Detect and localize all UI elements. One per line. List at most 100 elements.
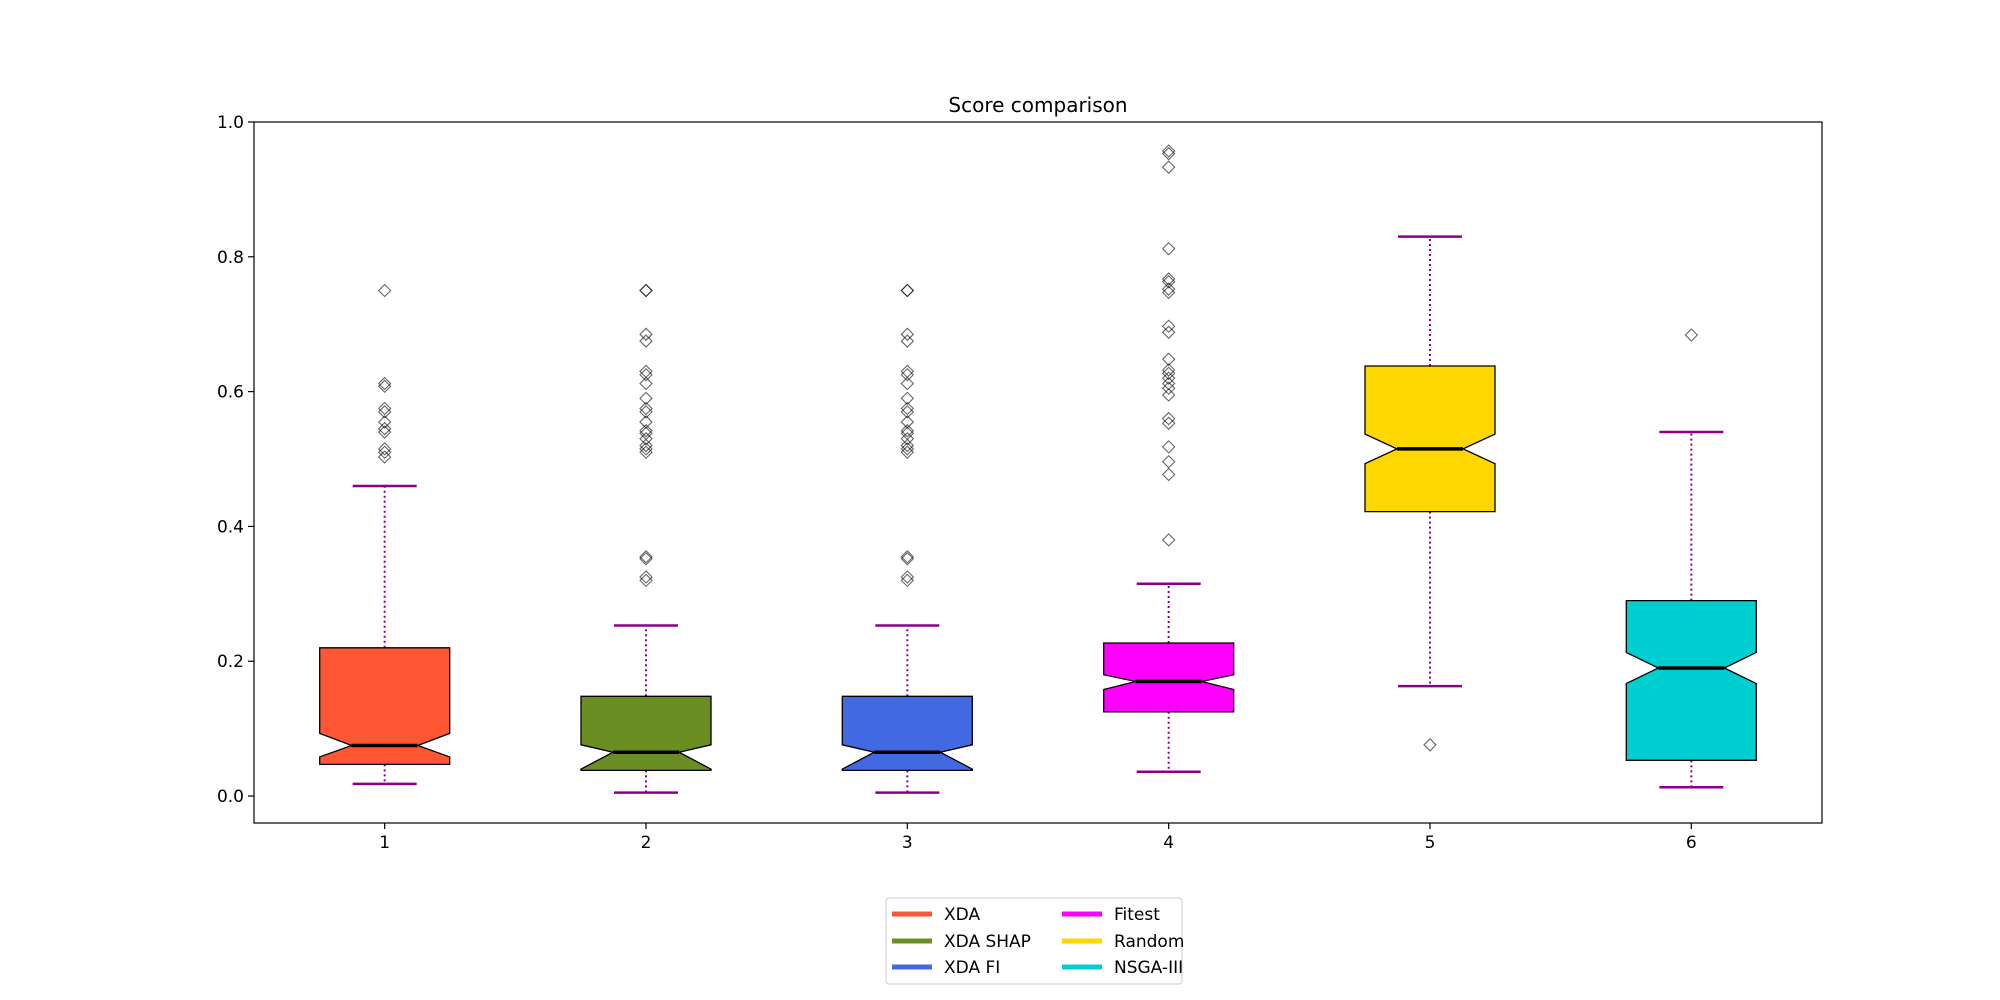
outlier-point	[900, 391, 915, 406]
outlier-point	[1161, 388, 1176, 402]
outlier-point	[1161, 274, 1176, 289]
outlier-point	[639, 327, 653, 342]
outlier-point	[1423, 738, 1437, 752]
outlier-point	[1161, 144, 1176, 158]
outlier-point	[639, 283, 653, 298]
outlier-point	[377, 442, 392, 456]
outlier-point	[377, 401, 392, 416]
outlier-point	[900, 283, 915, 298]
outlier-point	[639, 445, 653, 460]
legend-label: Random	[1114, 932, 1184, 952]
outlier-point	[639, 283, 653, 298]
plot-layer: 0.0 0.2 0.4 0.6 0.8 1.0 1 2 3 4 5 6	[217, 113, 1823, 853]
box-xda	[319, 283, 451, 786]
outlier-point	[639, 573, 653, 588]
outlier-point	[1161, 363, 1176, 377]
y-tick-label: 0.6	[217, 383, 244, 403]
box-body	[319, 647, 451, 766]
outlier-point	[639, 364, 653, 379]
legend-frame	[885, 897, 1183, 985]
outlier-point	[1161, 371, 1176, 385]
outlier-point	[1161, 241, 1176, 256]
box-body	[1364, 365, 1496, 513]
outlier-point	[900, 405, 915, 419]
y-tick-label: 1.0	[217, 113, 244, 133]
y-tick-label: 0.2	[217, 652, 244, 672]
box-body	[1625, 599, 1757, 761]
outlier-point	[377, 379, 392, 394]
outlier-point	[377, 425, 392, 439]
x-tick-label: 1	[379, 833, 390, 853]
outlier-point	[639, 401, 653, 416]
outlier-point	[1161, 416, 1176, 431]
outlier-point	[639, 376, 653, 391]
outlier-point	[639, 442, 653, 456]
outlier-point	[639, 405, 653, 419]
x-tick-label: 2	[641, 833, 652, 853]
chart-title: Score comparison	[948, 93, 1127, 117]
outlier-point	[639, 423, 653, 438]
outlier-point	[377, 376, 392, 391]
outlier-point	[639, 367, 653, 382]
outlier-point	[1161, 146, 1176, 161]
outlier-point	[1161, 454, 1176, 469]
outlier-point	[900, 432, 915, 446]
outlier-point	[377, 405, 392, 419]
outlier-point	[900, 442, 915, 456]
box-body	[580, 695, 712, 772]
legend-label: XDA	[944, 905, 980, 925]
outlier-point	[1161, 440, 1176, 454]
x-tick-label: 3	[902, 833, 913, 853]
box-nsga-iii	[1625, 328, 1757, 789]
outlier-point	[900, 401, 915, 416]
outlier-point	[639, 432, 653, 446]
outlier-point	[1161, 467, 1176, 482]
outlier-point	[377, 450, 392, 464]
y-tick-label: 0.8	[217, 248, 244, 268]
legend-label: XDA FI	[944, 958, 1000, 978]
outlier-point	[900, 367, 915, 382]
legend-label: Fitest	[1114, 905, 1160, 925]
box-random	[1364, 235, 1496, 752]
outlier-point	[1684, 328, 1699, 342]
legend: XDA XDA SHAP XDA FI Fitest Random NSGA-III	[885, 897, 1184, 985]
outlier-point	[1161, 272, 1176, 286]
outlier-point	[1161, 282, 1176, 296]
box-xda-shap	[580, 283, 712, 794]
outlier-point	[1161, 325, 1176, 340]
x-tick-label: 4	[1163, 833, 1174, 853]
outlier-point	[639, 551, 653, 566]
outlier-point	[900, 438, 915, 453]
outlier-point	[900, 573, 915, 588]
outlier-point	[900, 423, 915, 438]
outlier-point	[1161, 381, 1176, 396]
outlier-point	[639, 570, 653, 584]
outlier-point	[377, 283, 392, 298]
outlier-point	[1161, 319, 1176, 334]
outlier-point	[639, 549, 653, 564]
outlier-point	[1161, 411, 1176, 426]
outlier-point	[639, 334, 653, 348]
outlier-point	[377, 415, 392, 429]
box-fitest	[1103, 144, 1235, 774]
outlier-point	[900, 364, 915, 379]
x-tick-label: 5	[1425, 833, 1436, 853]
box-body	[1103, 642, 1235, 713]
outlier-point	[900, 327, 915, 342]
outlier-point	[377, 421, 392, 436]
box-xda-fi	[841, 283, 973, 794]
outlier-point	[639, 438, 653, 453]
outlier-point	[900, 376, 915, 391]
legend-label: XDA SHAP	[944, 932, 1031, 952]
outlier-point	[1161, 285, 1176, 300]
outlier-point	[639, 391, 653, 406]
outlier-point	[900, 334, 915, 348]
outlier-point	[900, 551, 915, 566]
outlier-point	[1161, 366, 1176, 381]
outlier-point	[377, 445, 392, 460]
outlier-point	[900, 549, 915, 564]
outlier-point	[1161, 160, 1176, 174]
x-tick-label: 6	[1686, 833, 1697, 853]
